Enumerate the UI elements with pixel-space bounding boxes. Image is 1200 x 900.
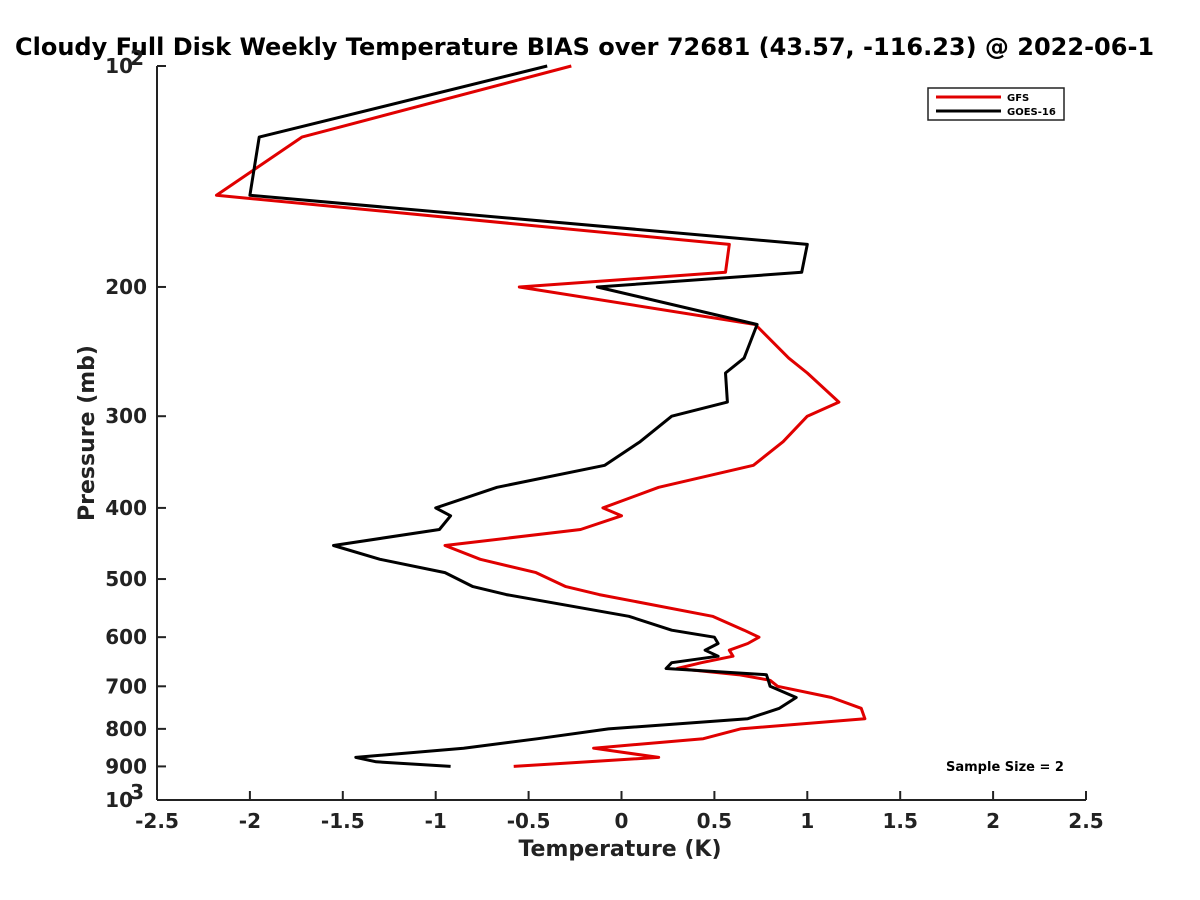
legend-label: GFS [1007, 93, 1029, 104]
y-axis-label: Pressure (mb) [75, 345, 100, 521]
y-tick-label: 500 [105, 567, 147, 591]
x-tick-label: 1 [800, 809, 814, 833]
series-line-goes-16 [248, 64, 809, 768]
y-tick-label: 700 [105, 674, 147, 698]
y-tick-label: 600 [105, 625, 147, 649]
series-line-gfs [215, 64, 867, 768]
x-tick-label: -1 [425, 809, 447, 833]
chart-title: Cloudy Full Disk Weekly Temperature BIAS… [15, 33, 1154, 61]
x-tick-label: -2 [239, 809, 261, 833]
legend: GFS GOES-16 [927, 87, 1065, 121]
y-tick-label: 400 [105, 496, 147, 520]
y-tick-label: 900 [105, 754, 147, 778]
series-lines [215, 64, 867, 768]
plot-axes [156, 66, 1086, 801]
x-axis-label: Temperature (K) [518, 837, 721, 862]
legend-label: GOES-16 [1007, 107, 1056, 118]
x-tick-label: 1.5 [882, 809, 917, 833]
y-top-label: 10 [105, 54, 133, 78]
x-tick-label: 0.5 [697, 809, 732, 833]
y-bottom-label-exponent: 3 [130, 780, 144, 804]
legend-box [927, 87, 1065, 121]
x-tick-label: 2.5 [1068, 809, 1103, 833]
x-axis-ticks: -2.5 -2 -1.5 -1 -0.5 0 0.5 1 1.5 2 2.5 [135, 791, 1104, 833]
x-tick-label: 2 [986, 809, 1000, 833]
y-tick-label: 200 [105, 275, 147, 299]
y-tick-label: 800 [105, 717, 147, 741]
x-tick-label: -2.5 [135, 809, 179, 833]
y-tick-label: 300 [105, 404, 147, 428]
x-tick-label: -0.5 [507, 809, 551, 833]
sample-size-annotation: Sample Size = 2 [946, 760, 1064, 775]
y-top-label-exponent: 2 [130, 46, 144, 70]
x-tick-label: -1.5 [321, 809, 365, 833]
x-tick-label: 0 [615, 809, 629, 833]
y-bottom-label: 10 [105, 788, 133, 812]
